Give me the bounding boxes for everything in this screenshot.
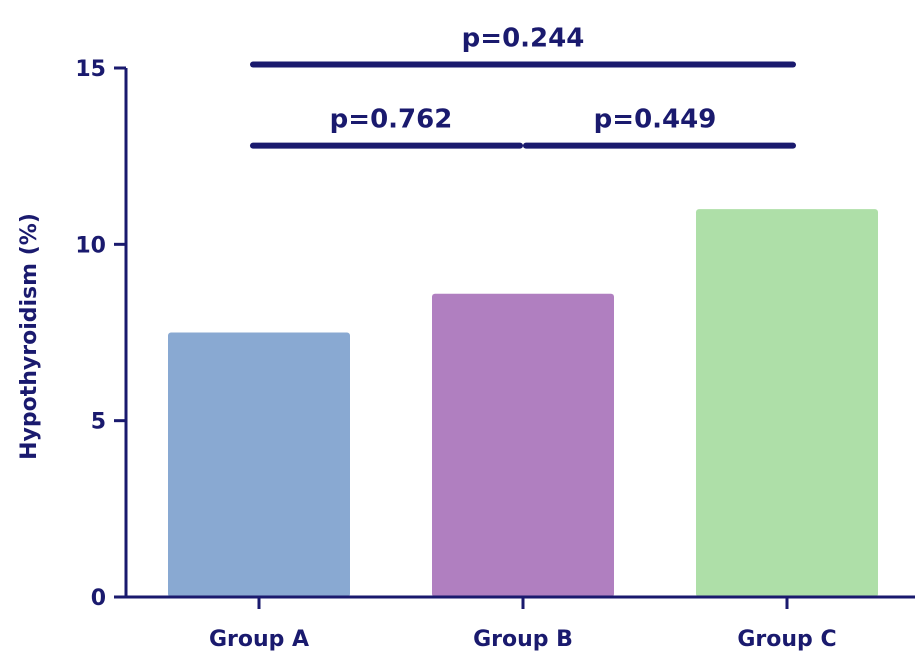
x-tick-label: Group C — [737, 627, 836, 652]
p-value-label: p=0.244 — [462, 23, 585, 53]
bars-layer — [168, 209, 878, 598]
y-ticks: 0 5 10 15 — [75, 57, 126, 611]
p-value-label: p=0.762 — [330, 105, 453, 135]
y-tick-label: 10 — [75, 233, 106, 258]
x-tick-label: Group A — [209, 627, 309, 652]
y-tick-label: 5 — [91, 410, 106, 435]
x-tick-label: Group B — [473, 627, 573, 652]
p-value-label: p=0.449 — [594, 105, 717, 135]
axes-layer — [124, 68, 915, 599]
significance-brackets: p=0.244 p=0.762 p=0.449 — [250, 23, 796, 149]
bar-group-a — [168, 332, 350, 597]
x-ticks: Group A Group B Group C — [209, 597, 837, 652]
bar-group-b — [432, 293, 614, 597]
y-axis-title: Hypothyroidism (%) — [17, 213, 42, 460]
y-tick-label: 15 — [75, 57, 106, 82]
bar-group-c — [696, 209, 878, 598]
y-tick-label: 0 — [91, 586, 106, 611]
